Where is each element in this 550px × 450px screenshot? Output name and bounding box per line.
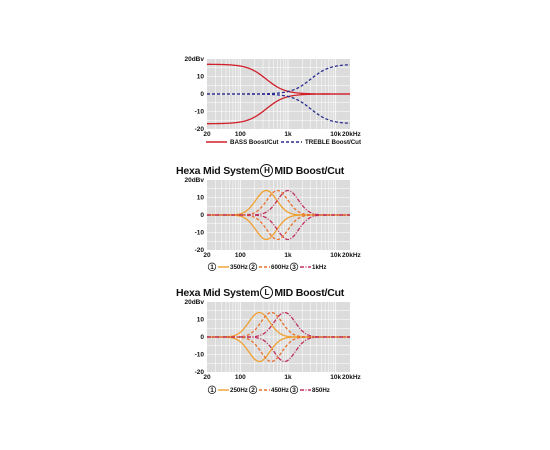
x-tick-label: 1k — [284, 374, 292, 381]
x-tick-label: 20kHz — [342, 131, 362, 138]
x-tick-label: 10k — [330, 252, 341, 259]
title-suffix: MID Boost/Cut — [274, 165, 345, 177]
x-tick-label: 20 — [203, 252, 211, 259]
x-tick-label: 100 — [235, 252, 246, 259]
legend-label: 1kHz — [312, 264, 326, 271]
y-tick-label: 10 — [197, 74, 205, 81]
legend-number-circle — [289, 262, 299, 271]
title-suffix: MID Boost/Cut — [274, 287, 345, 299]
legend-number-circle — [207, 385, 217, 394]
legend-number: 2 — [251, 264, 255, 271]
legend-label: TREBLE Boost/Cut — [305, 139, 361, 146]
y-tick-label: -20 — [195, 126, 205, 133]
title-prefix: Hexa Mid System — [176, 165, 260, 177]
x-tick-label: 10k — [330, 131, 341, 138]
x-tick-label: 20kHz — [342, 374, 362, 381]
title-mark: L — [260, 286, 274, 299]
y-tick-label: -10 — [195, 230, 205, 237]
legend-number-circle — [207, 262, 217, 271]
series-line — [207, 93, 351, 124]
y-tick-label: 20dBv — [184, 177, 204, 184]
y-tick-label: 20dBv — [184, 299, 204, 306]
legend-label: BASS Boost/Cut — [230, 139, 278, 146]
series-line — [207, 64, 351, 95]
series-line — [207, 214, 350, 241]
panel-title-l: Hexa Mid System L MID Boost/Cut — [176, 286, 344, 299]
legend-number: 1 — [210, 264, 214, 271]
x-tick-label: 10k — [330, 374, 341, 381]
y-tick-label: 0 — [200, 91, 204, 98]
y-tick-label: 20dBv — [184, 56, 204, 63]
title-prefix: Hexa Mid System — [176, 287, 260, 299]
y-tick-label: -10 — [195, 352, 205, 359]
legend-label: 250Hz — [230, 387, 248, 394]
legend-label: 350Hz — [230, 264, 248, 271]
y-tick-label: 10 — [197, 317, 205, 324]
legend-label: 450Hz — [271, 387, 289, 394]
legend-number-circle — [248, 262, 258, 271]
x-tick-label: 1k — [284, 131, 292, 138]
legend-label: 850Hz — [312, 387, 330, 394]
x-tick-label: 1k — [284, 252, 292, 259]
legend-number: 3 — [292, 264, 296, 271]
y-tick-label: 0 — [200, 212, 204, 219]
x-tick-label: 100 — [235, 374, 246, 381]
legend-number: 2 — [251, 387, 255, 394]
panel-title-h: Hexa Mid System H MID Boost/Cut — [176, 164, 344, 177]
series-line — [207, 214, 350, 241]
x-tick-label: 100 — [235, 131, 246, 138]
legend-number: 3 — [292, 387, 296, 394]
series-line — [207, 189, 350, 216]
x-tick-label: 20kHz — [342, 252, 362, 259]
y-tick-label: 0 — [200, 334, 204, 341]
y-tick-label: -10 — [195, 109, 205, 116]
legend-number: 1 — [210, 387, 214, 394]
x-tick-label: 20 — [203, 131, 211, 138]
series-line — [206, 93, 350, 125]
title-mark: H — [260, 164, 274, 177]
legend-label: 600Hz — [271, 264, 289, 271]
y-tick-label: 10 — [197, 195, 205, 202]
legend-number-circle — [289, 385, 299, 394]
x-tick-label: 20 — [203, 374, 211, 381]
y-tick-label: -20 — [195, 369, 205, 376]
y-tick-label: -20 — [195, 247, 205, 254]
series-line — [207, 336, 350, 363]
legend-number-circle — [248, 385, 258, 394]
